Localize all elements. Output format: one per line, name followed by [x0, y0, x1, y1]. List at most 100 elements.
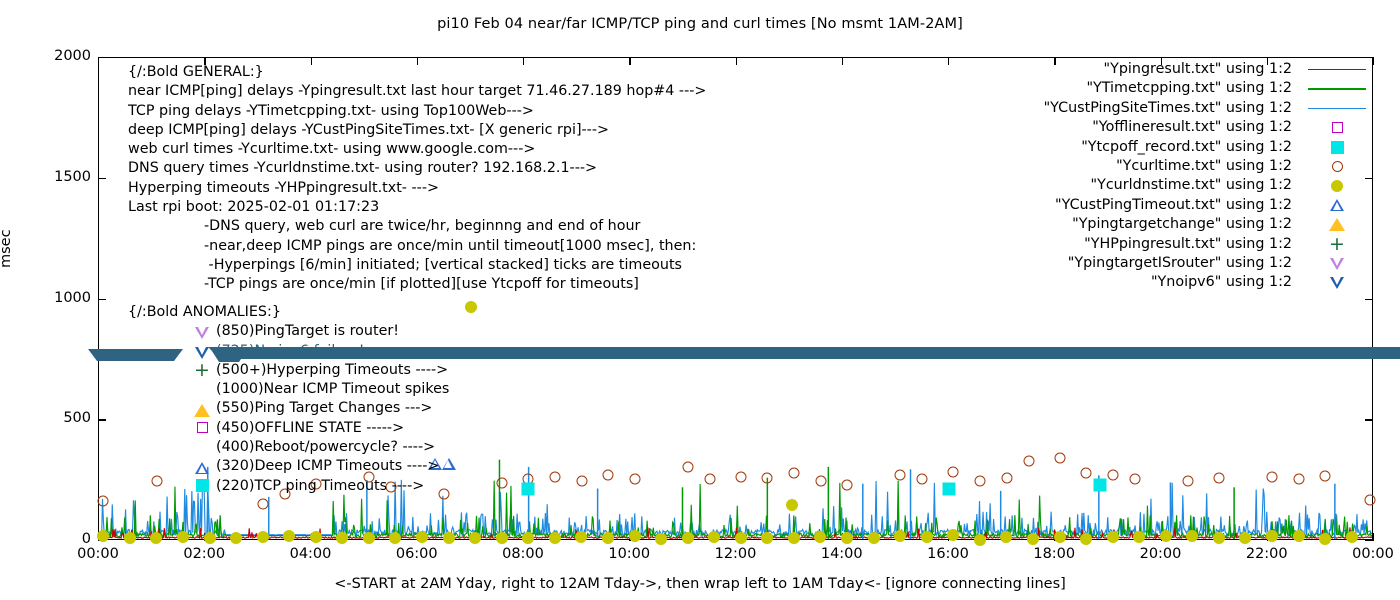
x-axis-tick — [310, 57, 312, 65]
curltime-marker — [496, 477, 508, 489]
anomaly-row: (850)PingTarget is router! — [128, 322, 449, 341]
curltime-marker — [916, 473, 928, 485]
x-axis-tick — [1373, 533, 1375, 541]
x-axis-tick — [416, 57, 419, 65]
general-note-line: -TCP pings are once/min [if plotted][use… — [204, 276, 639, 293]
dnstime-marker — [469, 531, 482, 544]
curltime-marker — [1293, 473, 1305, 485]
legend-label: "Ytcpoff_record.txt" using 1:2 — [1081, 138, 1292, 155]
legend-label: "YpingtargetISrouter" using 1:2 — [1067, 254, 1292, 271]
legend: "Ypingresult.txt" using 1:2 "YTimetcpping… — [1044, 60, 1373, 293]
curltime-marker — [1001, 472, 1013, 484]
dnstime-marker — [309, 531, 322, 544]
legend-item[interactable]: "Ycurldnstime.txt" using 1:2 — [1044, 176, 1373, 195]
dnstime-marker — [256, 530, 269, 543]
curltime-marker — [1107, 469, 1119, 481]
legend-item[interactable]: "YCustPingSiteTimes.txt" using 1:2 — [1044, 99, 1373, 118]
anomaly-label: (220)TCP ping Timeouts ----> — [216, 477, 425, 494]
legend-item[interactable]: "YpingtargetISrouter" using 1:2 — [1044, 254, 1373, 273]
dnstime-marker — [1345, 531, 1358, 544]
anomaly-row: (220)TCP ping Timeouts ----> — [128, 477, 449, 496]
legend-item[interactable]: "YCustPingTimeout.txt" using 1:2 — [1044, 196, 1373, 215]
legend-item[interactable]: "Ynoipv6" using 1:2 — [1044, 273, 1373, 292]
y-axis-tick — [1365, 540, 1373, 542]
legend-item[interactable]: "Ytcpoff_record.txt" using 1:2 — [1044, 138, 1373, 157]
x-axis-tick-label: 16:00 — [927, 546, 969, 562]
x-axis-tick-label: 08:00 — [502, 546, 544, 562]
curltime-marker — [1213, 472, 1225, 484]
y-axis-tick — [1365, 298, 1373, 300]
general-line: near ICMP[ping] delays -Ypingresult.txt … — [128, 83, 707, 100]
x-axis-tick-label: 12:00 — [714, 546, 757, 562]
x-axis-tick-label: 14:00 — [820, 546, 863, 562]
dnstime-marker — [681, 532, 694, 545]
chart-title: pi10 Feb 04 near/far ICMP/TCP ping and c… — [437, 16, 963, 32]
dnstime-marker — [1239, 531, 1252, 544]
triangle-up-filled-icon — [1301, 215, 1373, 234]
dnstime-marker — [1106, 531, 1119, 544]
tcpoff-marker — [1093, 478, 1107, 492]
curltime-marker — [1266, 471, 1278, 483]
legend-item[interactable]: "Yofflineresult.txt" using 1:2 — [1044, 118, 1373, 137]
dnstime-marker — [176, 530, 189, 543]
general-line: deep ICMP[ping] delays -YCustPingSiteTim… — [128, 121, 609, 138]
y-axis-tick — [98, 298, 106, 300]
x-axis-tick-label: 04:00 — [289, 546, 332, 562]
plot-area[interactable] — [97, 57, 1376, 546]
curltime-marker — [761, 472, 773, 484]
x-axis-tick — [1054, 57, 1056, 65]
dnstime-marker — [575, 531, 588, 543]
legend-item[interactable]: "YTimetcpping.txt" using 1:2 — [1044, 79, 1373, 98]
x-axis-tick-label: 00:00 — [1352, 546, 1394, 562]
legend-item[interactable]: "Ycurltime.txt" using 1:2 — [1044, 157, 1373, 176]
legend-item[interactable]: "Ypingresult.txt" using 1:2 — [1044, 60, 1373, 79]
curltime-marker — [629, 473, 641, 485]
general-line: Last rpi boot: 2025-02-01 01:17:23 — [128, 199, 380, 216]
square-open-icon — [1301, 118, 1373, 137]
x-axis-tick — [523, 57, 525, 65]
dnstime-marker — [1319, 532, 1332, 545]
dnstime-marker — [203, 531, 216, 544]
legend-label: "YHPpingresult.txt" using 1:2 — [1084, 235, 1292, 252]
y-axis-tick — [98, 419, 106, 421]
anomaly-row: (400)Reboot/powercycle? ----> — [128, 438, 449, 457]
legend-label: "Ycurldnstime.txt" using 1:2 — [1090, 177, 1292, 194]
curltime-marker — [704, 473, 716, 485]
legend-item[interactable]: "Ypingtargetchange" using 1:2 — [1044, 215, 1373, 234]
curltime-marker — [363, 471, 375, 483]
y-axis-tick-label: 500 — [63, 410, 91, 427]
dnstime-marker — [389, 532, 402, 545]
curltime-marker — [947, 466, 959, 478]
x-axis-tick — [1373, 57, 1375, 65]
dnstime-marker — [920, 530, 933, 543]
dnstime-marker — [973, 533, 986, 546]
line-key-icon — [1301, 60, 1373, 79]
legend-item[interactable]: "YHPpingresult.txt" using 1:2 + — [1044, 235, 1373, 254]
y-axis-tick — [1365, 419, 1373, 421]
square-open-icon — [192, 419, 212, 438]
horizontal-scroll-band[interactable] — [88, 347, 1400, 363]
x-axis-tick — [1266, 57, 1269, 65]
dnstime-marker — [734, 531, 747, 544]
curltime-marker — [151, 475, 163, 487]
curltime-marker — [549, 471, 561, 483]
curltime-marker — [788, 467, 800, 479]
x-axis-tick — [1160, 57, 1162, 65]
triangle-down-blue-icon — [1301, 273, 1373, 292]
curltime-marker — [257, 498, 269, 510]
dnstime-marker — [522, 531, 535, 544]
dnstime-marker — [362, 531, 375, 544]
curltime-marker — [1364, 494, 1376, 506]
general-line: Hyperping timeouts -YHPpingresult.txt- -… — [128, 179, 439, 196]
dnstime-marker — [416, 531, 428, 544]
curltime-marker — [1182, 475, 1194, 487]
curltime-marker — [385, 481, 397, 493]
x-axis-tick-label: 00:00 — [77, 546, 119, 562]
dnstime-marker — [1000, 530, 1013, 543]
x-axis-caption: <-START at 2AM Yday, right to 12AM Tday-… — [334, 576, 1066, 592]
legend-label: "YCustPingSiteTimes.txt" using 1:2 — [1043, 99, 1292, 116]
dnstime-marker — [1212, 531, 1225, 544]
anomaly-label: (320)Deep ICMP Timeouts ----> — [216, 458, 440, 475]
triangle-up-open-icon — [1301, 196, 1373, 215]
dnstime-marker — [1053, 530, 1066, 543]
